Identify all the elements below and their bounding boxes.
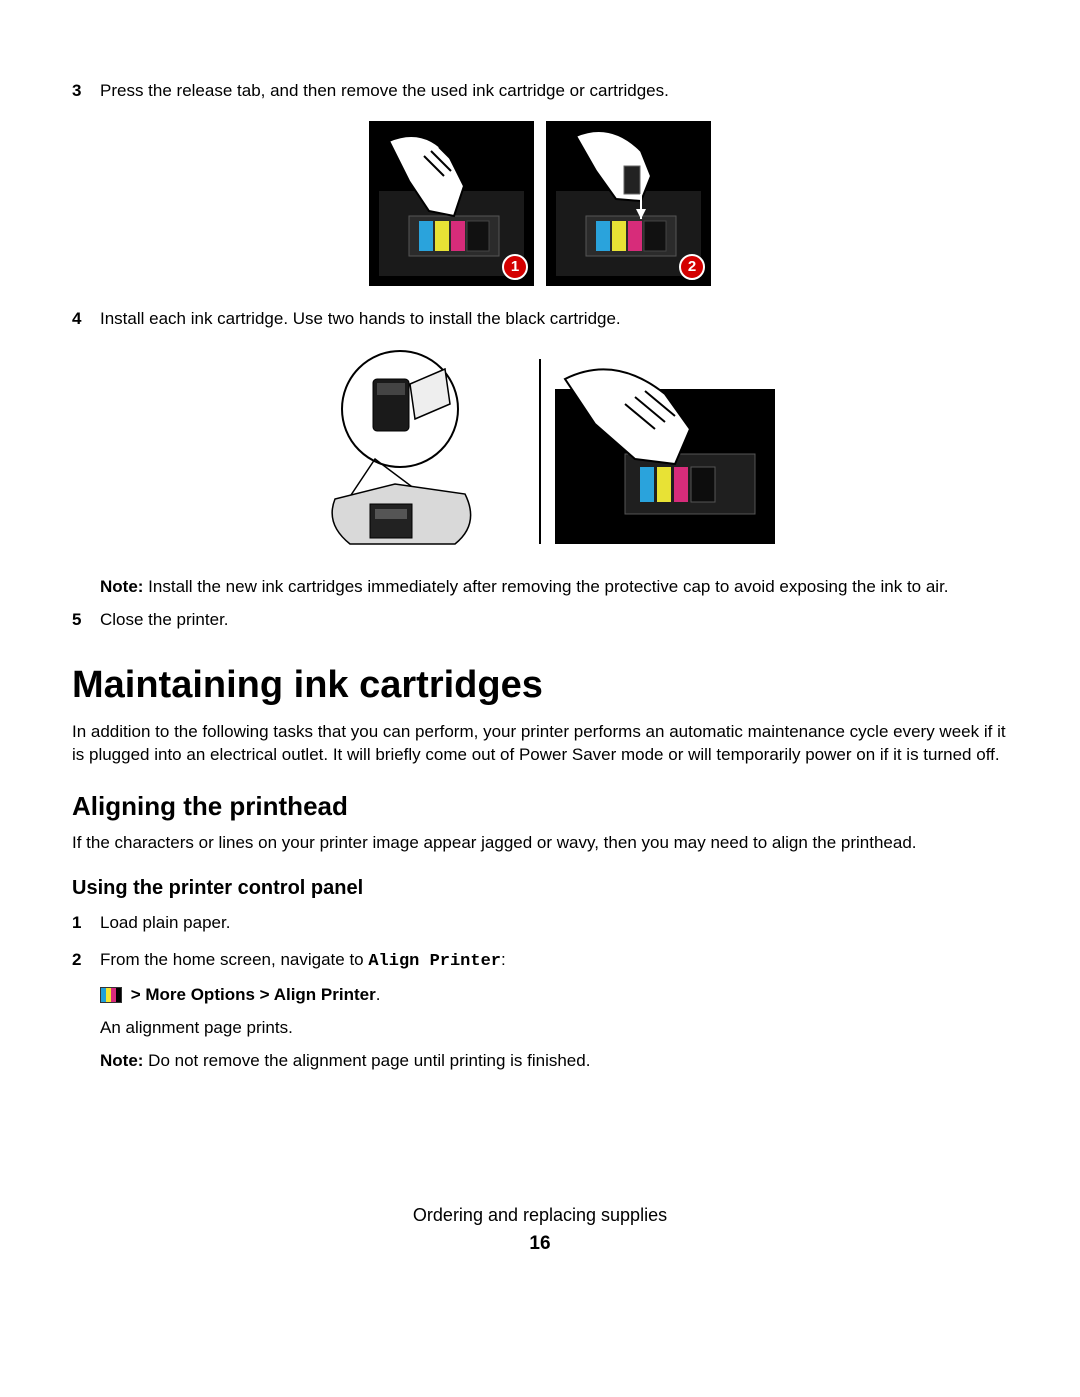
note-text: Install the new ink cartridges immediate… [143, 577, 948, 596]
aligning-paragraph: If the characters or lines on your print… [72, 832, 1008, 855]
text-b: : [501, 950, 506, 969]
note-label: Note: [100, 1051, 143, 1070]
note-label: Note: [100, 577, 143, 596]
step-3: 3 Press the release tab, and then remove… [72, 80, 1008, 103]
figure-badge-1: 1 [502, 254, 528, 280]
figure-panel-1: 1 [369, 121, 534, 286]
nav-path-line: > More Options > Align Printer. [100, 984, 1008, 1007]
figure-remove-cartridge: 1 2 [72, 121, 1008, 286]
step-text: Install each ink cartridge. Use two hand… [100, 308, 1008, 331]
step-text: Load plain paper. [100, 912, 1008, 935]
path-end: . [376, 985, 381, 1004]
step-text: Press the release tab, and then remove t… [100, 80, 1008, 103]
path-align-printer: Align Printer [274, 985, 376, 1004]
figure-install-cartridge [72, 349, 1008, 554]
cp-after-text: An alignment page prints. [100, 1017, 1008, 1040]
cp-step-1: 1 Load plain paper. [72, 912, 1008, 935]
sep1: > [126, 985, 145, 1004]
heading-maintaining: Maintaining ink cartridges [72, 660, 1008, 711]
step-5: 5 Close the printer. [72, 609, 1008, 632]
figure-panel-2: 2 [546, 121, 711, 286]
footer-page-number: 16 [72, 1231, 1008, 1257]
step-number: 2 [72, 949, 100, 1083]
sep2: > [255, 985, 274, 1004]
text-a: From the home screen, navigate to [100, 950, 368, 969]
page-footer: Ordering and replacing supplies 16 [72, 1203, 1008, 1257]
figure-badge-2: 2 [679, 254, 705, 280]
step-number: 4 [72, 308, 100, 331]
note-text: Do not remove the alignment page until p… [143, 1051, 590, 1070]
intro-paragraph: In addition to the following tasks that … [72, 721, 1008, 767]
footer-section: Ordering and replacing supplies [72, 1203, 1008, 1227]
note-install: Note: Install the new ink cartridges imm… [100, 576, 1008, 599]
cp-step-2: 2 From the home screen, navigate to Alig… [72, 949, 1008, 1083]
cp-step-2-line: From the home screen, navigate to Align … [100, 949, 1008, 974]
step-number: 5 [72, 609, 100, 632]
ink-levels-icon [100, 987, 122, 1003]
cp-note: Note: Do not remove the alignment page u… [100, 1050, 1008, 1073]
heading-control-panel: Using the printer control panel [72, 875, 1008, 902]
step-number: 1 [72, 912, 100, 935]
step-body: From the home screen, navigate to Align … [100, 949, 1008, 1083]
heading-aligning: Aligning the printhead [72, 789, 1008, 824]
step-text: Close the printer. [100, 609, 1008, 632]
step-number: 3 [72, 80, 100, 103]
mono-align-printer: Align Printer [368, 952, 501, 971]
path-more-options: More Options [145, 985, 255, 1004]
step-4: 4 Install each ink cartridge. Use two ha… [72, 308, 1008, 331]
